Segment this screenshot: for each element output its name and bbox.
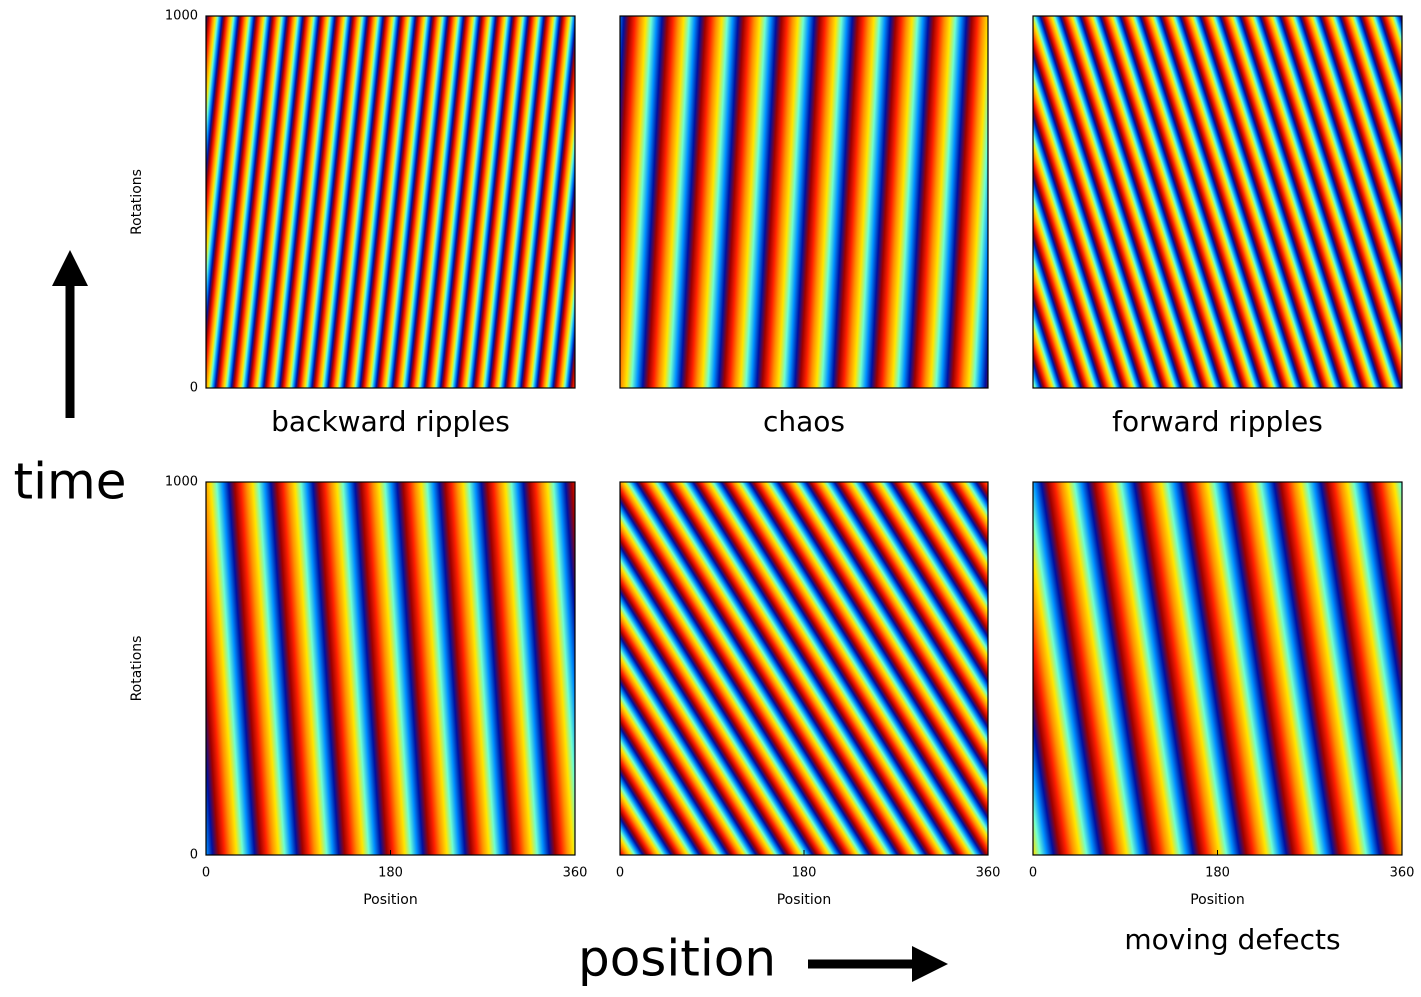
time-label: time	[14, 453, 127, 511]
x-tick-label: 180	[792, 866, 817, 881]
figure: time position 0 1000 Rotations backward rip…	[0, 0, 1421, 997]
panel-title: backward ripples	[271, 405, 510, 438]
x-tick-label: 360	[976, 866, 1001, 881]
x-tick-label: 360	[1390, 866, 1415, 881]
x-axis-label: Position	[1190, 892, 1245, 908]
panel-title: moving defects	[1124, 923, 1340, 956]
x-tick-label: 0	[202, 866, 210, 881]
heatmap-image	[206, 482, 575, 855]
panel-title: forward ripples	[1112, 405, 1323, 438]
heatmap-image	[1033, 16, 1402, 388]
x-tick-label: 180	[378, 866, 403, 881]
y-axis-label: Rotations	[129, 169, 145, 235]
x-tick-label: 0	[1029, 866, 1037, 881]
position-label: position	[578, 930, 776, 988]
heatmap-image	[620, 482, 988, 855]
x-tick-label: 360	[563, 866, 588, 881]
x-axis-label: Position	[777, 892, 832, 908]
y-tick-label: 1000	[165, 9, 198, 24]
y-axis-label: Rotations	[129, 636, 145, 702]
x-tick-label: 180	[1205, 866, 1230, 881]
y-tick-label: 0	[190, 848, 198, 863]
heatmap-image	[620, 16, 988, 388]
panel-title: chaos	[763, 405, 845, 438]
y-tick-label: 1000	[165, 475, 198, 490]
y-tick-label: 0	[190, 381, 198, 396]
heatmap-image	[1033, 482, 1402, 855]
heatmap-image	[206, 16, 575, 388]
x-axis-label: Position	[363, 892, 418, 908]
x-tick-label: 0	[616, 866, 624, 881]
